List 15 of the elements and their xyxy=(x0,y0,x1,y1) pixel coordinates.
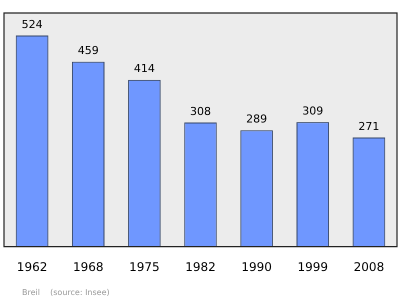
data-label: 308 xyxy=(190,104,211,118)
x-tick-label: 2008 xyxy=(354,260,384,274)
x-tick-label: 1962 xyxy=(16,260,48,274)
data-label: 309 xyxy=(302,104,324,118)
x-tick-label: 1999 xyxy=(298,260,328,274)
data-label: 271 xyxy=(358,120,380,133)
x-tick-label: 1982 xyxy=(185,260,216,274)
data-label: 459 xyxy=(78,44,99,58)
data-label: 414 xyxy=(134,62,155,76)
text: Breil (source: Insee) xyxy=(22,288,110,297)
x-tick-label: 1990 xyxy=(241,260,272,274)
x-tick-label: 1968 xyxy=(72,260,104,274)
x-tick-label: 1975 xyxy=(129,260,160,274)
data-label: 289 xyxy=(246,112,268,126)
data-label: 524 xyxy=(22,18,43,31)
